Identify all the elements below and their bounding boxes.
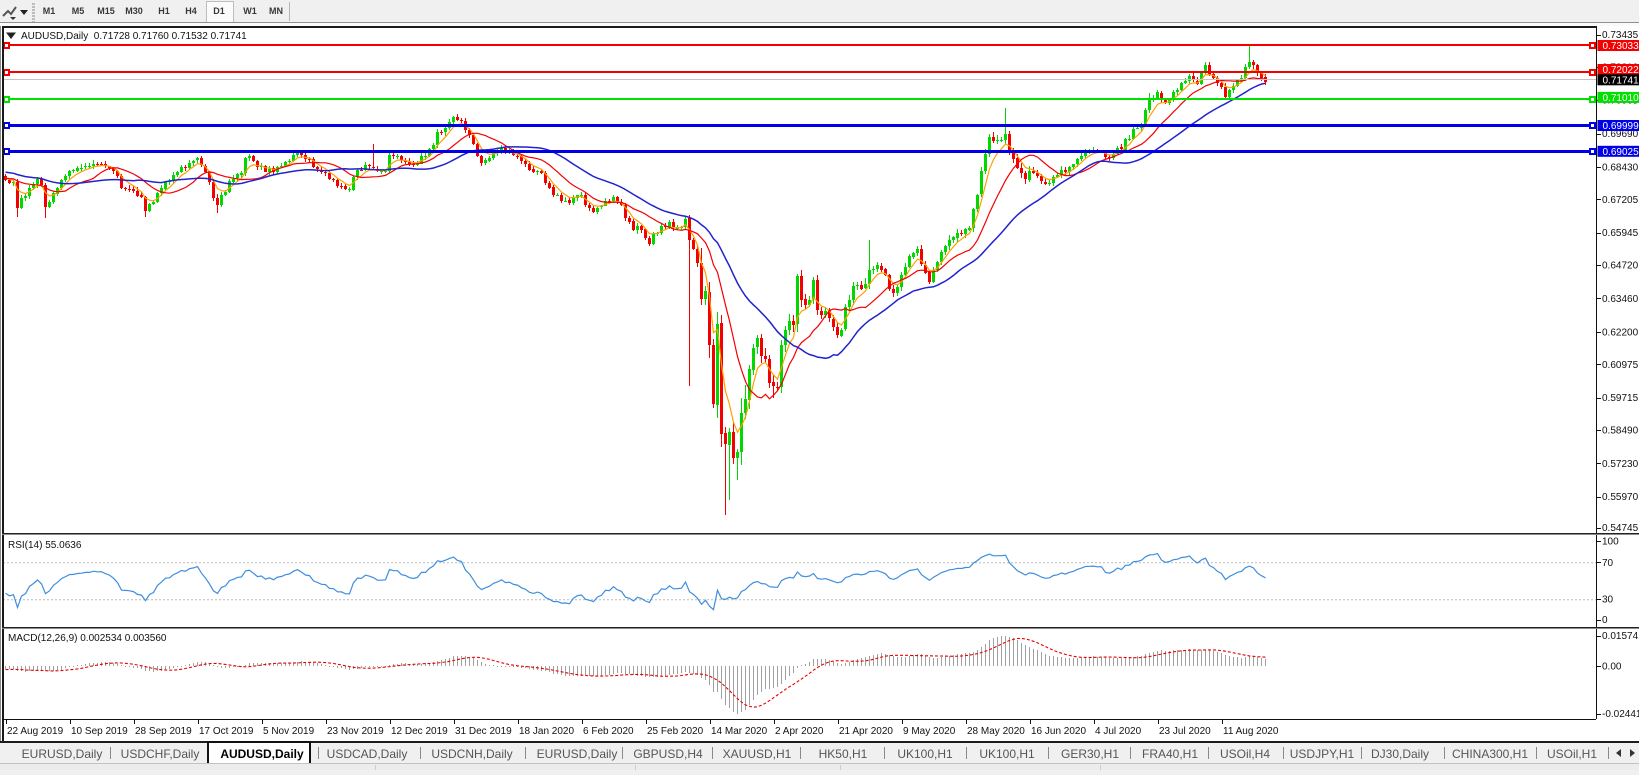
svg-text:31 Dec 2019: 31 Dec 2019 bbox=[455, 726, 512, 737]
svg-text:0.69999: 0.69999 bbox=[1603, 121, 1639, 132]
svg-text:10 Sep 2019: 10 Sep 2019 bbox=[71, 726, 128, 737]
svg-text:28 Sep 2019: 28 Sep 2019 bbox=[135, 726, 192, 737]
svg-text:RSI(14) 55.0636: RSI(14) 55.0636 bbox=[8, 540, 82, 551]
svg-text:30: 30 bbox=[1602, 595, 1614, 606]
svg-text:0.58490: 0.58490 bbox=[1602, 426, 1639, 437]
svg-text:70: 70 bbox=[1602, 558, 1614, 569]
svg-text:25 Feb 2020: 25 Feb 2020 bbox=[647, 726, 704, 737]
svg-text:AUDUSD,Daily 0.71728 0.71760: AUDUSD,Daily 0.71728 0.71760 0.71532 0.7… bbox=[21, 31, 247, 42]
svg-text:12 Dec 2019: 12 Dec 2019 bbox=[391, 726, 448, 737]
svg-text:0.67205: 0.67205 bbox=[1602, 195, 1639, 206]
svg-text:0.71741: 0.71741 bbox=[1603, 75, 1639, 86]
svg-text:6 Feb 2020: 6 Feb 2020 bbox=[583, 726, 634, 737]
svg-text:23 Nov 2019: 23 Nov 2019 bbox=[327, 726, 384, 737]
svg-text:MACD(12,26,9) 0.002534 0.00356: MACD(12,26,9) 0.002534 0.003560 bbox=[8, 633, 167, 644]
svg-text:21 Apr 2020: 21 Apr 2020 bbox=[839, 726, 893, 737]
svg-text:0.60975: 0.60975 bbox=[1602, 360, 1639, 371]
svg-text:23 Jul 2020: 23 Jul 2020 bbox=[1159, 726, 1211, 737]
svg-text:18 Jan 2020: 18 Jan 2020 bbox=[519, 726, 574, 737]
svg-text:0.63460: 0.63460 bbox=[1602, 294, 1639, 305]
svg-text:17 Oct 2019: 17 Oct 2019 bbox=[199, 726, 254, 737]
svg-text:0.59715: 0.59715 bbox=[1602, 393, 1639, 404]
svg-text:0.65945: 0.65945 bbox=[1602, 228, 1639, 239]
svg-text:0.64720: 0.64720 bbox=[1602, 261, 1639, 272]
svg-text:0.54745: 0.54745 bbox=[1602, 523, 1639, 534]
svg-text:9 May 2020: 9 May 2020 bbox=[903, 726, 956, 737]
svg-text:4 Jul 2020: 4 Jul 2020 bbox=[1095, 726, 1142, 737]
svg-text:0.69025: 0.69025 bbox=[1603, 147, 1639, 158]
svg-text:0.00: 0.00 bbox=[1602, 662, 1622, 673]
svg-text:28 May 2020: 28 May 2020 bbox=[967, 726, 1025, 737]
svg-text:0.73435: 0.73435 bbox=[1602, 30, 1639, 41]
svg-text:16 Jun 2020: 16 Jun 2020 bbox=[1031, 726, 1086, 737]
svg-text:5 Nov 2019: 5 Nov 2019 bbox=[263, 726, 315, 737]
svg-text:14 Mar 2020: 14 Mar 2020 bbox=[711, 726, 768, 737]
svg-text:0.55970: 0.55970 bbox=[1602, 492, 1639, 503]
svg-text:0: 0 bbox=[1602, 615, 1608, 626]
svg-text:2 Apr 2020: 2 Apr 2020 bbox=[775, 726, 824, 737]
svg-text:0.015741: 0.015741 bbox=[1602, 631, 1639, 642]
svg-text:0.62200: 0.62200 bbox=[1602, 327, 1639, 338]
svg-text:0.68430: 0.68430 bbox=[1602, 163, 1639, 174]
svg-text:100: 100 bbox=[1602, 537, 1619, 548]
svg-text:22 Aug 2019: 22 Aug 2019 bbox=[7, 726, 64, 737]
svg-text:0.73033: 0.73033 bbox=[1603, 41, 1639, 52]
svg-text:0.57230: 0.57230 bbox=[1602, 459, 1639, 470]
svg-text:11 Aug 2020: 11 Aug 2020 bbox=[1223, 726, 1279, 737]
svg-text:0.71010: 0.71010 bbox=[1603, 93, 1639, 104]
